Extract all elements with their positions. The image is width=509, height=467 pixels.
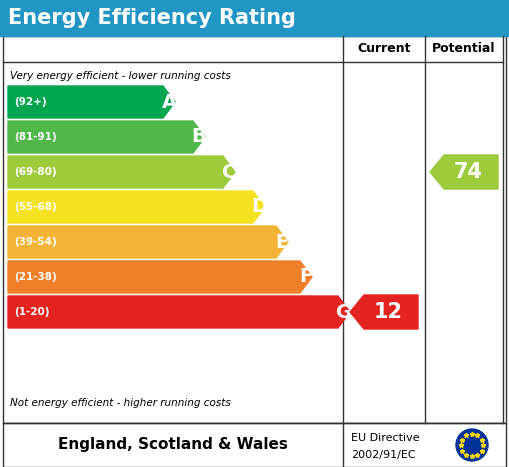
Text: Energy Efficiency Rating: Energy Efficiency Rating xyxy=(8,8,296,28)
Text: Not energy efficient - higher running costs: Not energy efficient - higher running co… xyxy=(10,398,231,408)
Bar xyxy=(3,423,506,467)
Text: (69-80): (69-80) xyxy=(14,167,56,177)
Text: 2002/91/EC: 2002/91/EC xyxy=(351,450,416,460)
Text: B: B xyxy=(191,127,206,147)
Text: G: G xyxy=(336,303,352,321)
Polygon shape xyxy=(8,226,288,258)
Text: (92+): (92+) xyxy=(14,97,47,107)
Circle shape xyxy=(456,429,488,461)
Bar xyxy=(0,0,509,36)
Polygon shape xyxy=(430,155,498,189)
Text: Potential: Potential xyxy=(432,42,496,56)
Text: EU Directive: EU Directive xyxy=(351,433,419,443)
Text: A: A xyxy=(161,92,177,112)
Polygon shape xyxy=(350,295,418,329)
Polygon shape xyxy=(8,191,265,223)
Text: (21-38): (21-38) xyxy=(14,272,56,282)
Text: (55-68): (55-68) xyxy=(14,202,56,212)
Polygon shape xyxy=(8,261,312,293)
Bar xyxy=(3,36,506,423)
Text: Current: Current xyxy=(357,42,411,56)
Text: Very energy efficient - lower running costs: Very energy efficient - lower running co… xyxy=(10,71,231,81)
Text: England, Scotland & Wales: England, Scotland & Wales xyxy=(58,438,288,453)
Polygon shape xyxy=(8,121,205,153)
Polygon shape xyxy=(8,156,235,188)
Text: 74: 74 xyxy=(454,162,483,182)
Text: (81-91): (81-91) xyxy=(14,132,56,142)
Text: D: D xyxy=(251,198,267,217)
Text: C: C xyxy=(222,163,236,182)
Polygon shape xyxy=(8,86,175,118)
Text: (1-20): (1-20) xyxy=(14,307,49,317)
Text: (39-54): (39-54) xyxy=(14,237,56,247)
Text: F: F xyxy=(299,268,313,286)
Text: E: E xyxy=(275,233,289,252)
Text: 12: 12 xyxy=(374,302,403,322)
Polygon shape xyxy=(8,296,350,328)
